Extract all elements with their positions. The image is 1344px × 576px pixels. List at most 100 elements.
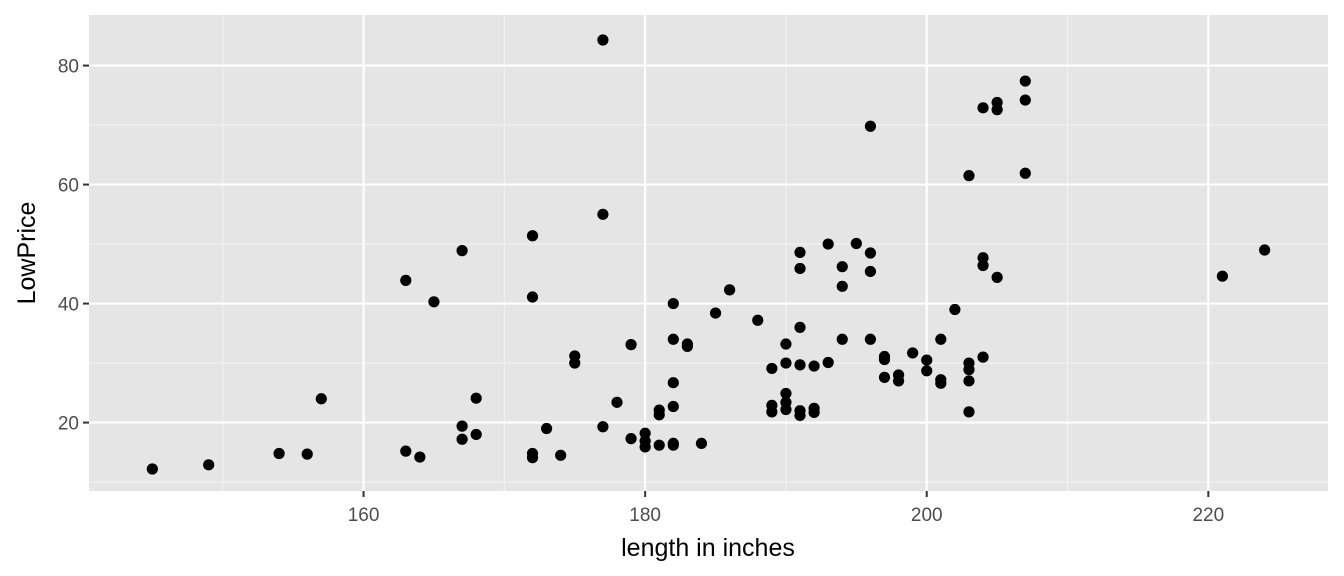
y-tick-label: 60 [58,176,79,197]
data-point [794,409,806,422]
data-point [794,321,806,333]
data-point [935,333,947,345]
data-points [146,34,1271,475]
data-point [1019,75,1031,87]
data-point [146,463,158,475]
data-point [822,356,834,369]
data-point [526,230,539,242]
data-point [780,403,792,416]
data-point [864,247,877,259]
y-tick-label: 40 [58,295,79,316]
data-point [878,371,891,383]
data-point [921,354,933,366]
data-point [400,445,412,457]
data-point [301,448,313,460]
data-point [977,252,989,264]
data-point [597,208,609,220]
data-point [470,428,482,441]
data-point [540,422,553,435]
data-point [892,375,905,387]
data-point [724,284,736,296]
y-tick-label: 80 [58,57,79,78]
data-point [850,237,862,250]
data-point [625,433,637,445]
data-point [780,387,792,400]
data-point [639,441,651,453]
data-point [526,291,539,303]
grid-lines [89,15,1328,491]
data-point [597,34,609,46]
data-point [639,427,651,439]
data-point [1216,270,1229,282]
axes: 160 180 200 220 20 40 60 80 [58,57,1224,526]
x-tick-label: 200 [911,505,943,526]
data-point [780,357,792,369]
data-point [864,333,877,345]
data-point [695,437,708,449]
data-point [766,362,778,375]
data-point [991,104,1003,116]
data-point [611,396,623,408]
data-point [653,409,665,421]
data-point [555,449,567,461]
data-point [921,365,933,377]
data-point [667,377,679,389]
data-point [1019,94,1031,106]
data-point [963,375,975,387]
data-point [681,340,693,353]
data-point [653,439,665,451]
data-point [963,406,975,418]
y-axis-title: LowPrice [13,202,41,305]
x-tick-label: 220 [1192,505,1224,526]
data-point [667,439,679,451]
y-tick-label: 20 [58,414,79,435]
data-point [1019,167,1031,179]
data-point [203,459,215,471]
data-point [836,280,848,292]
data-point [456,433,468,445]
data-point [414,451,426,463]
data-point [1259,244,1271,256]
data-point [808,360,820,372]
data-point [977,351,989,363]
data-point [456,245,468,257]
x-tick-label: 180 [629,505,661,526]
data-point [667,333,679,345]
data-point [949,303,961,316]
x-axis-title: length in inches [621,534,795,562]
data-point [625,339,637,351]
data-point [526,452,539,464]
data-point [794,246,806,259]
data-point [273,447,285,460]
data-point [470,392,482,404]
data-point [864,265,877,278]
data-point [400,274,412,286]
panel-background [89,15,1328,491]
data-point [667,400,679,413]
data-point [977,102,989,114]
data-point [667,297,679,310]
data-point [794,262,806,275]
data-point [836,333,848,345]
data-point [456,420,468,432]
x-tick-label: 160 [348,505,380,526]
data-point [977,259,989,272]
data-point [864,120,877,132]
data-point [766,406,778,418]
data-point [991,271,1003,283]
data-point [935,377,947,389]
data-point [878,353,891,366]
data-point [963,364,975,376]
data-point [836,261,848,273]
data-point [822,238,834,250]
data-point [808,406,820,419]
data-point [907,347,919,359]
data-point [780,338,792,350]
data-point [597,421,609,433]
data-point [315,393,327,405]
data-point [752,314,764,326]
data-point [963,170,975,182]
data-point [569,357,581,369]
plot-panel [89,15,1328,491]
